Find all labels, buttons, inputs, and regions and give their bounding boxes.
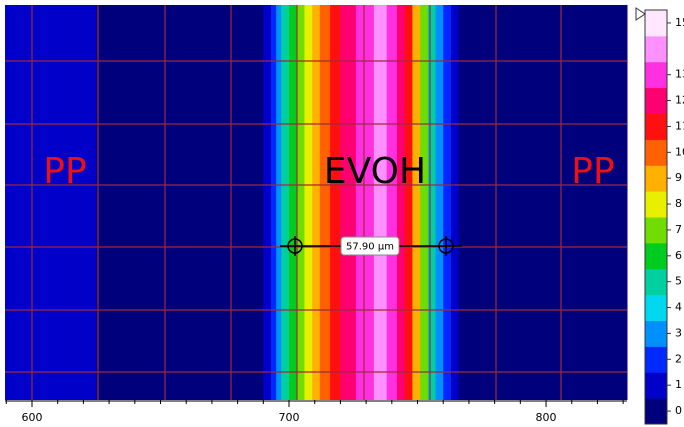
x-tick-label: 800 (536, 411, 557, 424)
label-pp: PP (571, 151, 614, 192)
colorbar-cell (645, 320, 667, 347)
colorbar-tick-label: 7 (675, 223, 682, 236)
band (319, 5, 331, 400)
band (386, 5, 398, 400)
colorbar-cell (645, 87, 667, 114)
band (312, 5, 321, 400)
label-pp: PP (43, 151, 86, 192)
band (458, 5, 470, 400)
colorbar-frame (644, 9, 668, 425)
colorbar-tick-label: 1 (675, 378, 682, 391)
colorbar-tick-label: 13 (675, 68, 684, 81)
band (396, 5, 406, 400)
colorbar-tick-label: 6 (675, 249, 682, 262)
band (450, 5, 460, 400)
band (435, 5, 444, 400)
band (330, 5, 341, 400)
label-evoh: EVOH (324, 151, 426, 192)
band (373, 5, 388, 400)
band (96, 5, 264, 400)
band (412, 5, 421, 400)
band (355, 5, 375, 400)
colorbar-tick-label: 9 (675, 171, 682, 184)
band (281, 5, 290, 400)
band (420, 5, 429, 400)
colorbar-tick-label: 8 (675, 197, 682, 210)
colorbar-tick-label: 12 (675, 94, 684, 107)
band (404, 5, 413, 400)
band (427, 5, 437, 400)
band (271, 5, 277, 400)
plot-area (5, 5, 628, 400)
colorbar-cell (645, 372, 667, 399)
colorbar-cell (645, 10, 667, 37)
band (276, 5, 282, 400)
band (296, 5, 305, 400)
band (304, 5, 313, 400)
colorbar-cell (645, 165, 667, 192)
colorbar-tick-label: 3 (675, 326, 682, 339)
colorbar-cell (645, 268, 667, 296)
band (443, 5, 452, 400)
colorbar-cell (645, 191, 667, 218)
band (5, 5, 97, 400)
band (263, 5, 272, 400)
colorbar-tick-label: 4 (675, 301, 682, 314)
band (340, 5, 357, 400)
measure-box (340, 236, 400, 256)
colorbar-cell (645, 217, 667, 244)
measure-label: 57.90 µm (346, 242, 394, 253)
colorbar: 01234567891011121315 (635, 7, 684, 425)
x-tick-label: 700 (279, 411, 300, 424)
colorbar-tick-label: 15 (675, 16, 684, 29)
colorbar-cell (645, 35, 667, 63)
band (289, 5, 298, 400)
colorbar-tick-label: 11 (675, 119, 684, 132)
band (468, 5, 628, 400)
colorbar-cell (645, 346, 667, 373)
colorbar-tick-label: 2 (675, 352, 682, 365)
colorbar-cell (645, 294, 667, 321)
colorbar-cell (645, 61, 667, 89)
colorbar-cell (645, 242, 667, 270)
x-tick-label: 600 (21, 411, 42, 424)
colorbar-cell (645, 139, 667, 166)
colorbar-tick-label: 0 (675, 404, 682, 417)
overlay-grid (5, 5, 627, 400)
colorbar-cell (645, 113, 667, 140)
colorbar-tick-label: 10 (675, 145, 684, 158)
colorbar-tick-label: 5 (675, 275, 682, 288)
colorbar-cell (645, 398, 667, 425)
colorbar-marker (635, 7, 646, 21)
